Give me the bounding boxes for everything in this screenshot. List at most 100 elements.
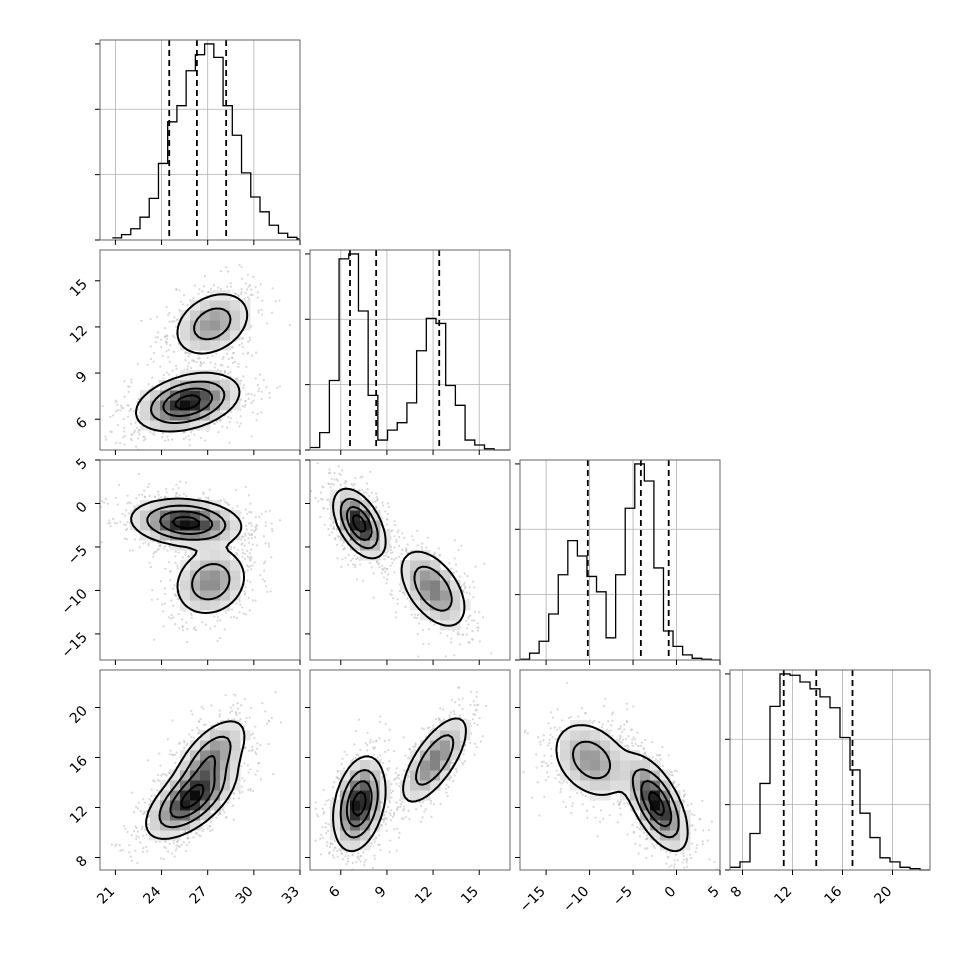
scatter-point	[303, 499, 305, 501]
scatter-point	[106, 502, 109, 505]
density-cell	[210, 380, 221, 391]
scatter-point	[241, 551, 244, 554]
scatter-point	[199, 717, 202, 721]
scatter-point	[369, 470, 372, 473]
scatter-point	[255, 419, 258, 422]
scatter-point	[154, 336, 157, 339]
density-cell	[160, 410, 171, 421]
density-cell	[160, 500, 171, 511]
scatter-point	[174, 561, 177, 565]
scatter-point	[199, 436, 203, 439]
density-cell	[200, 300, 211, 311]
scatter-point	[472, 580, 475, 583]
density-cell	[180, 530, 191, 541]
scatter-point	[242, 386, 245, 389]
scatter-point	[130, 833, 133, 837]
scatter-point	[240, 291, 243, 294]
scatter-point	[397, 555, 401, 558]
scatter-point	[262, 378, 265, 382]
scatter-point	[108, 522, 112, 525]
scatter-point	[225, 352, 229, 355]
density-cell	[150, 410, 161, 421]
density-cell	[150, 390, 161, 401]
scatter-point	[143, 495, 147, 499]
scatter-point	[279, 721, 283, 724]
scatter-point	[135, 805, 138, 809]
scatter-point	[138, 546, 141, 549]
density-cell	[160, 400, 171, 411]
scatter-point	[206, 430, 209, 433]
scatter-point	[129, 549, 132, 552]
scatter-point	[175, 492, 179, 495]
scatter-point	[264, 521, 267, 524]
scatter-point	[173, 316, 176, 319]
scatter-point	[244, 534, 247, 537]
scatter-point	[340, 565, 343, 569]
scatter-point	[104, 435, 107, 438]
density-cell	[370, 530, 381, 541]
density-cell	[180, 580, 191, 591]
scatter-point	[243, 590, 246, 593]
contour-line	[345, 505, 373, 541]
scatter-point	[163, 547, 166, 550]
scatter-point	[271, 530, 274, 533]
contour-line	[159, 510, 214, 535]
scatter-point	[204, 723, 207, 726]
scatter-point	[278, 299, 281, 302]
scatter-point	[250, 568, 253, 571]
scatter-point	[249, 768, 252, 771]
scatter-point	[135, 426, 138, 429]
density-cell	[220, 590, 231, 601]
density-cell	[450, 610, 461, 621]
scatter-point	[166, 549, 169, 552]
scatter-point	[116, 503, 119, 506]
density-cell	[350, 540, 361, 551]
scatter-point	[230, 616, 233, 619]
scatter-point	[187, 355, 190, 358]
scatter-point	[465, 633, 468, 636]
scatter-point	[370, 566, 373, 569]
scatter-point	[246, 564, 249, 567]
scatter-point	[186, 641, 189, 644]
scatter-point	[216, 616, 219, 619]
panel-frame	[99, 459, 301, 661]
scatter-point	[353, 482, 356, 486]
scatter-point	[403, 591, 406, 594]
scatter-point	[184, 359, 187, 362]
scatter-point	[246, 579, 249, 582]
density-cell	[200, 310, 211, 321]
scatter-point	[202, 707, 205, 710]
histogram-steps	[310, 253, 510, 451]
scatter-point	[341, 558, 344, 561]
scatter-point	[97, 401, 99, 403]
scatter-point	[137, 428, 140, 431]
scatter-point	[459, 643, 462, 646]
scatter-point	[395, 538, 398, 541]
contour-line	[171, 516, 200, 530]
density-cell	[180, 520, 191, 531]
scatter-point	[381, 564, 384, 567]
scatter-point	[482, 616, 485, 619]
density-cell	[210, 550, 221, 561]
scatter-point	[382, 576, 386, 579]
scatter-point	[219, 619, 222, 622]
scatter-point	[476, 629, 480, 632]
density-cell	[190, 580, 201, 591]
scatter-point	[473, 586, 476, 589]
density-cell	[210, 370, 221, 381]
density-cell	[200, 540, 211, 551]
contour-line	[352, 514, 367, 533]
scatter-point	[152, 638, 156, 641]
scatter-point	[140, 493, 144, 496]
scatter-point	[68, 389, 70, 391]
scatter-point	[444, 655, 447, 658]
scatter-point	[386, 502, 390, 505]
scatter-point	[217, 286, 220, 289]
scatter-point	[221, 425, 224, 428]
scatter-point	[244, 399, 247, 402]
scatter-point	[455, 570, 458, 573]
scatter-point	[461, 589, 465, 593]
density-cell	[170, 420, 181, 431]
scatter-point	[119, 409, 122, 412]
scatter-point	[256, 291, 259, 294]
